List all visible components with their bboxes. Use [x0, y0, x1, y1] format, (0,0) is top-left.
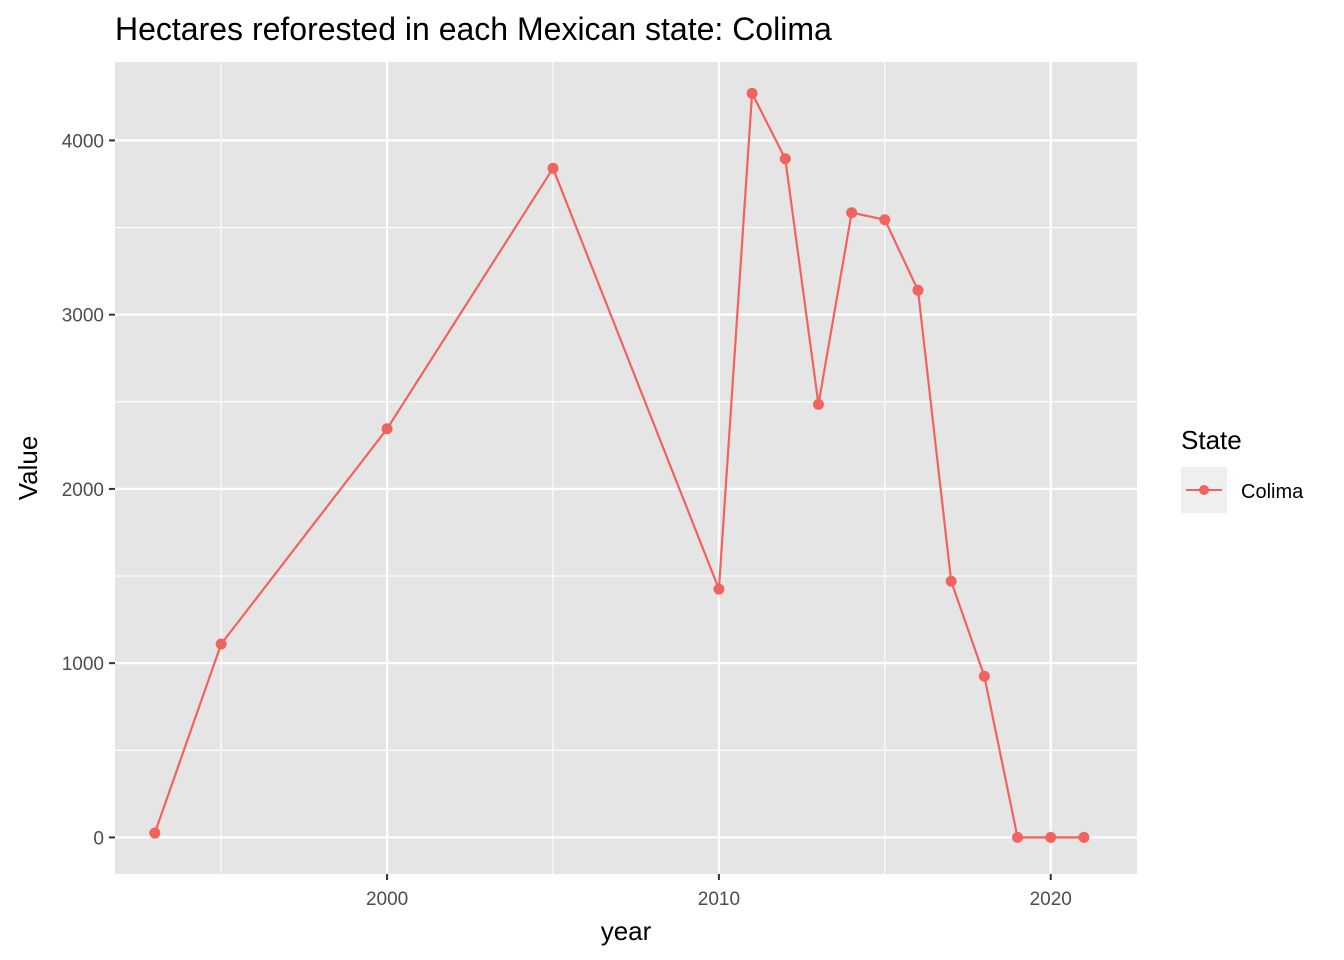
y-axis: 0 1000 2000 3000 4000	[62, 131, 115, 849]
data-point	[1012, 831, 1024, 843]
legend: State Colima	[1181, 425, 1304, 513]
data-point	[215, 638, 227, 650]
major-gridlines	[115, 62, 1137, 874]
data-point	[713, 583, 725, 595]
y-tick-label: 3000	[62, 306, 104, 327]
legend-label-colima: Colima	[1241, 481, 1304, 503]
data-point	[779, 153, 791, 165]
plot-panel	[115, 62, 1137, 874]
data-point	[879, 214, 891, 226]
y-tick-label: 2000	[62, 480, 104, 501]
y-tick-label: 1000	[62, 654, 104, 675]
y-tick-label: 0	[93, 828, 104, 849]
data-point	[812, 398, 824, 410]
minor-gridlines	[115, 62, 1137, 874]
data-point	[149, 827, 161, 839]
data-point	[846, 207, 858, 219]
x-tick-label: 2010	[698, 889, 740, 910]
data-point	[746, 87, 758, 99]
x-tick-label: 2020	[1030, 889, 1072, 910]
chart-title: Hectares reforested in each Mexican stat…	[115, 11, 832, 47]
y-tick-label: 4000	[62, 131, 104, 152]
series-layer	[149, 87, 1090, 843]
x-axis: 2000 2010 2020	[366, 874, 1072, 910]
data-point	[547, 162, 559, 174]
x-tick-label: 2000	[366, 889, 408, 910]
data-point	[945, 575, 957, 587]
data-point	[912, 284, 924, 296]
legend-title: State	[1181, 425, 1242, 455]
y-axis-title: Value	[13, 436, 43, 501]
data-point	[381, 423, 393, 435]
data-point	[978, 670, 990, 682]
data-point	[1078, 831, 1090, 843]
legend-key-point	[1199, 485, 1209, 495]
x-axis-title: year	[601, 916, 652, 946]
series-line-colima	[153, 92, 1084, 839]
data-point	[1045, 831, 1057, 843]
